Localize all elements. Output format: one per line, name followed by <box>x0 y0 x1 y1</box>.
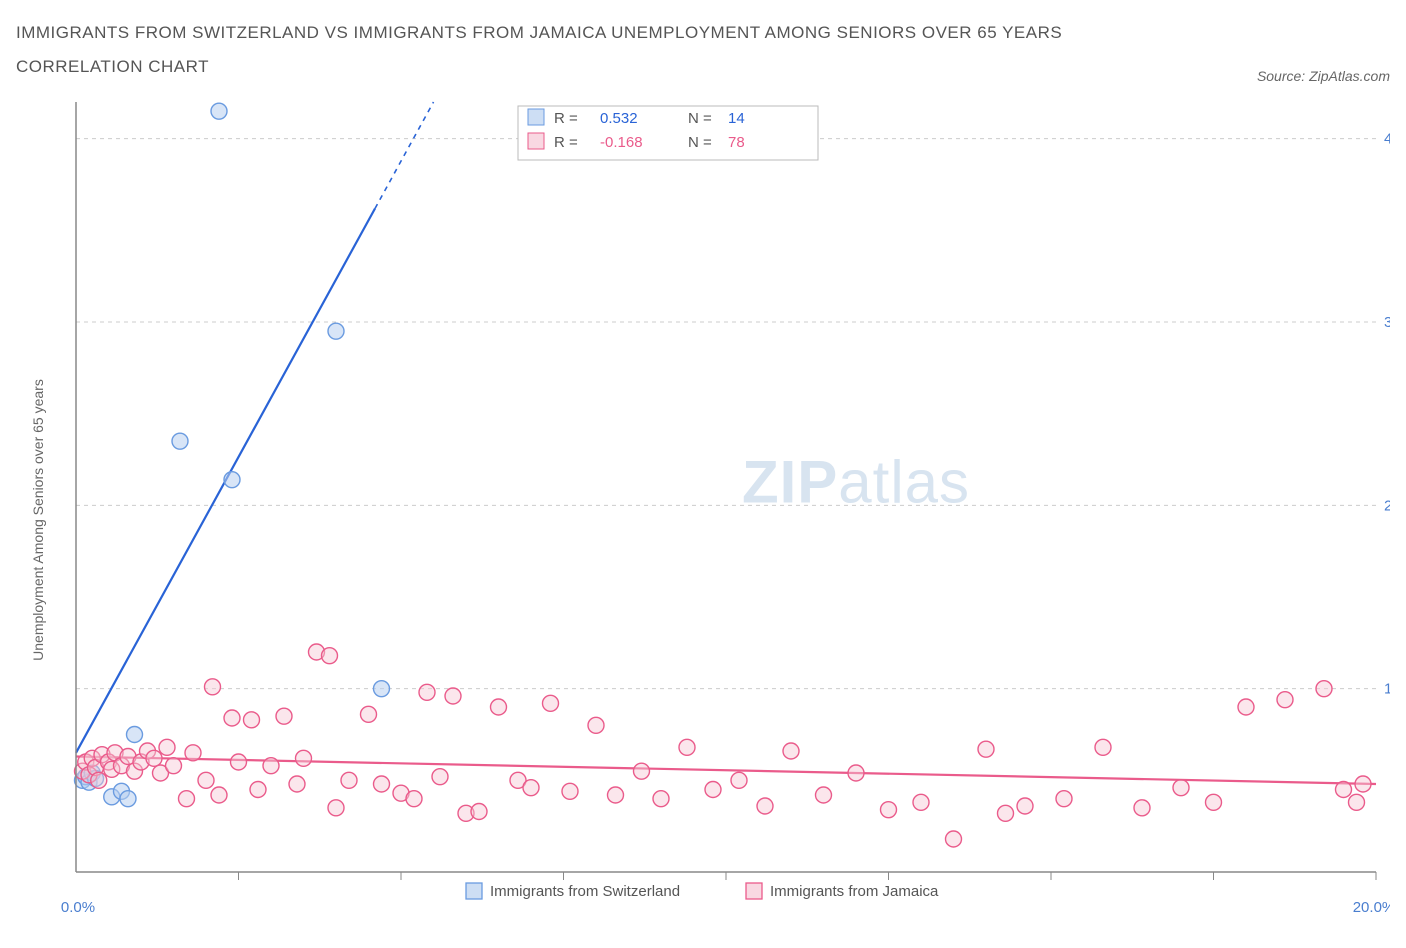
x-tick-label: 0.0% <box>61 899 95 916</box>
data-point <box>848 765 864 781</box>
data-point <box>419 684 435 700</box>
data-point <box>471 804 487 820</box>
data-point <box>588 717 604 733</box>
data-point <box>211 103 227 119</box>
data-point <box>374 681 390 697</box>
legend-swatch <box>746 883 762 899</box>
legend-swatch <box>528 133 544 149</box>
chart-title-line1: IMMIGRANTS FROM SWITZERLAND VS IMMIGRANT… <box>16 23 1062 42</box>
data-point <box>263 758 279 774</box>
data-point <box>341 772 357 788</box>
data-point <box>1173 780 1189 796</box>
data-point <box>445 688 461 704</box>
data-point <box>562 783 578 799</box>
data-point <box>120 791 136 807</box>
data-point <box>543 695 559 711</box>
data-point <box>276 708 292 724</box>
data-point <box>328 800 344 816</box>
data-point <box>1277 692 1293 708</box>
data-point <box>1134 800 1150 816</box>
data-point <box>250 782 266 798</box>
data-point <box>653 791 669 807</box>
data-point <box>198 772 214 788</box>
trend-line-dashed <box>375 102 434 209</box>
stat-n-value: 14 <box>728 110 745 127</box>
y-tick-label: 10.0% <box>1384 681 1390 698</box>
x-tick-label: 20.0% <box>1353 899 1390 916</box>
data-point <box>1206 794 1222 810</box>
data-point <box>328 323 344 339</box>
stat-r-value: 0.532 <box>600 110 638 127</box>
data-point <box>205 679 221 695</box>
legend-label-b: Immigrants from Jamaica <box>770 883 939 900</box>
data-point <box>757 798 773 814</box>
data-point <box>224 472 240 488</box>
stat-r-value: -0.168 <box>600 134 643 151</box>
legend-swatch <box>466 883 482 899</box>
y-tick-label: 40.0% <box>1384 131 1390 148</box>
data-point <box>816 787 832 803</box>
data-point <box>1056 791 1072 807</box>
data-point <box>608 787 624 803</box>
legend-label-a: Immigrants from Switzerland <box>490 883 680 900</box>
data-point <box>1355 776 1371 792</box>
data-point <box>634 763 650 779</box>
data-point <box>91 772 107 788</box>
source-label: Source: ZipAtlas.com <box>1257 68 1390 84</box>
data-point <box>913 794 929 810</box>
data-point <box>172 433 188 449</box>
data-point <box>1336 782 1352 798</box>
y-axis-label: Unemployment Among Seniors over 65 years <box>30 379 46 661</box>
chart-title-line2: CORRELATION CHART <box>16 57 209 76</box>
data-point <box>1316 681 1332 697</box>
data-point <box>127 727 143 743</box>
data-point <box>361 706 377 722</box>
stat-r-label: R = <box>554 110 578 127</box>
data-point <box>523 780 539 796</box>
data-point <box>679 739 695 755</box>
watermark: ZIPatlas <box>742 448 970 515</box>
data-point <box>231 754 247 770</box>
data-point <box>211 787 227 803</box>
data-point <box>881 802 897 818</box>
data-point <box>1349 794 1365 810</box>
data-point <box>432 769 448 785</box>
y-tick-label: 30.0% <box>1384 314 1390 331</box>
data-point <box>978 741 994 757</box>
stat-r-label: R = <box>554 134 578 151</box>
data-point <box>783 743 799 759</box>
data-point <box>491 699 507 715</box>
data-point <box>406 791 422 807</box>
stat-n-label: N = <box>688 134 712 151</box>
data-point <box>322 648 338 664</box>
data-point <box>946 831 962 847</box>
y-tick-label: 20.0% <box>1384 497 1390 514</box>
data-point <box>1095 739 1111 755</box>
data-point <box>244 712 260 728</box>
stat-n-value: 78 <box>728 134 745 151</box>
data-point <box>166 758 182 774</box>
data-point <box>705 782 721 798</box>
data-point <box>1017 798 1033 814</box>
stat-n-label: N = <box>688 110 712 127</box>
legend-swatch <box>528 109 544 125</box>
data-point <box>179 791 195 807</box>
data-point <box>731 772 747 788</box>
data-point <box>1238 699 1254 715</box>
data-point <box>224 710 240 726</box>
correlation-chart: 10.0% 20.0% 30.0% 40.0% ZIPatlas 0.0% 20.0% R =… <box>16 92 1390 932</box>
data-point <box>289 776 305 792</box>
data-point <box>998 805 1014 821</box>
data-point <box>159 739 175 755</box>
data-point <box>185 745 201 761</box>
data-point <box>374 776 390 792</box>
data-point <box>296 750 312 766</box>
data-point <box>146 750 162 766</box>
